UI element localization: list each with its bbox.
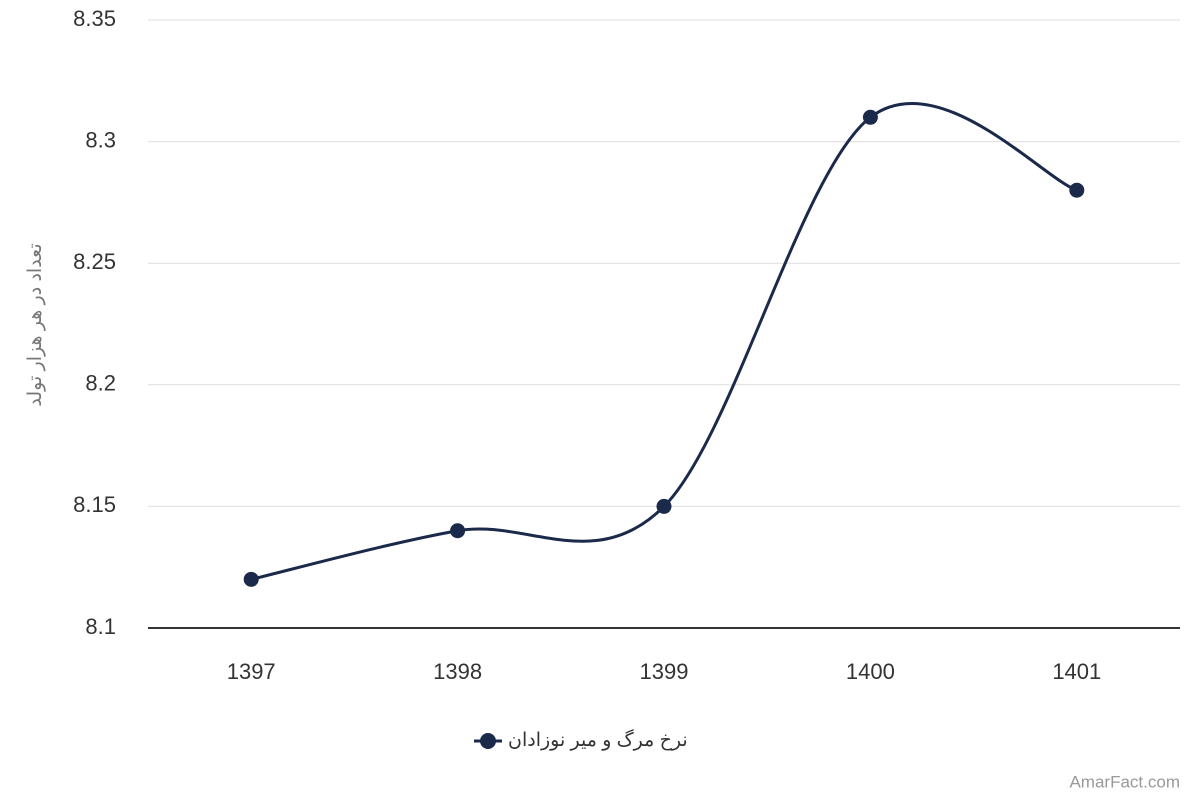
x-tick-label: 1401 xyxy=(1052,659,1101,684)
point xyxy=(450,523,466,539)
y-tick-label: 8.1 xyxy=(85,614,116,639)
series-line xyxy=(250,101,1078,581)
x-tick-label: 1398 xyxy=(433,659,482,684)
legend-label: نرخ مرگ و میر نوزادان xyxy=(508,729,688,751)
x-tick-label: 1399 xyxy=(640,659,689,684)
x-tick-label: 1397 xyxy=(227,659,276,684)
x-tick-label: 1400 xyxy=(846,659,895,684)
y-tick-label: 8.3 xyxy=(85,127,116,152)
credit: AmarFact.com xyxy=(1069,772,1180,791)
legend-marker xyxy=(480,733,496,749)
point xyxy=(1069,182,1085,198)
y-tick-label: 8.2 xyxy=(85,371,116,396)
y-tick-label: 8.35 xyxy=(73,6,116,31)
y-tick-label: 8.15 xyxy=(73,492,116,517)
point xyxy=(862,109,878,125)
point xyxy=(243,571,259,587)
y-tick-label: 8.25 xyxy=(73,249,116,274)
y-axis-label: تعداد در هر هزار تولد xyxy=(25,243,46,406)
point xyxy=(656,498,672,514)
